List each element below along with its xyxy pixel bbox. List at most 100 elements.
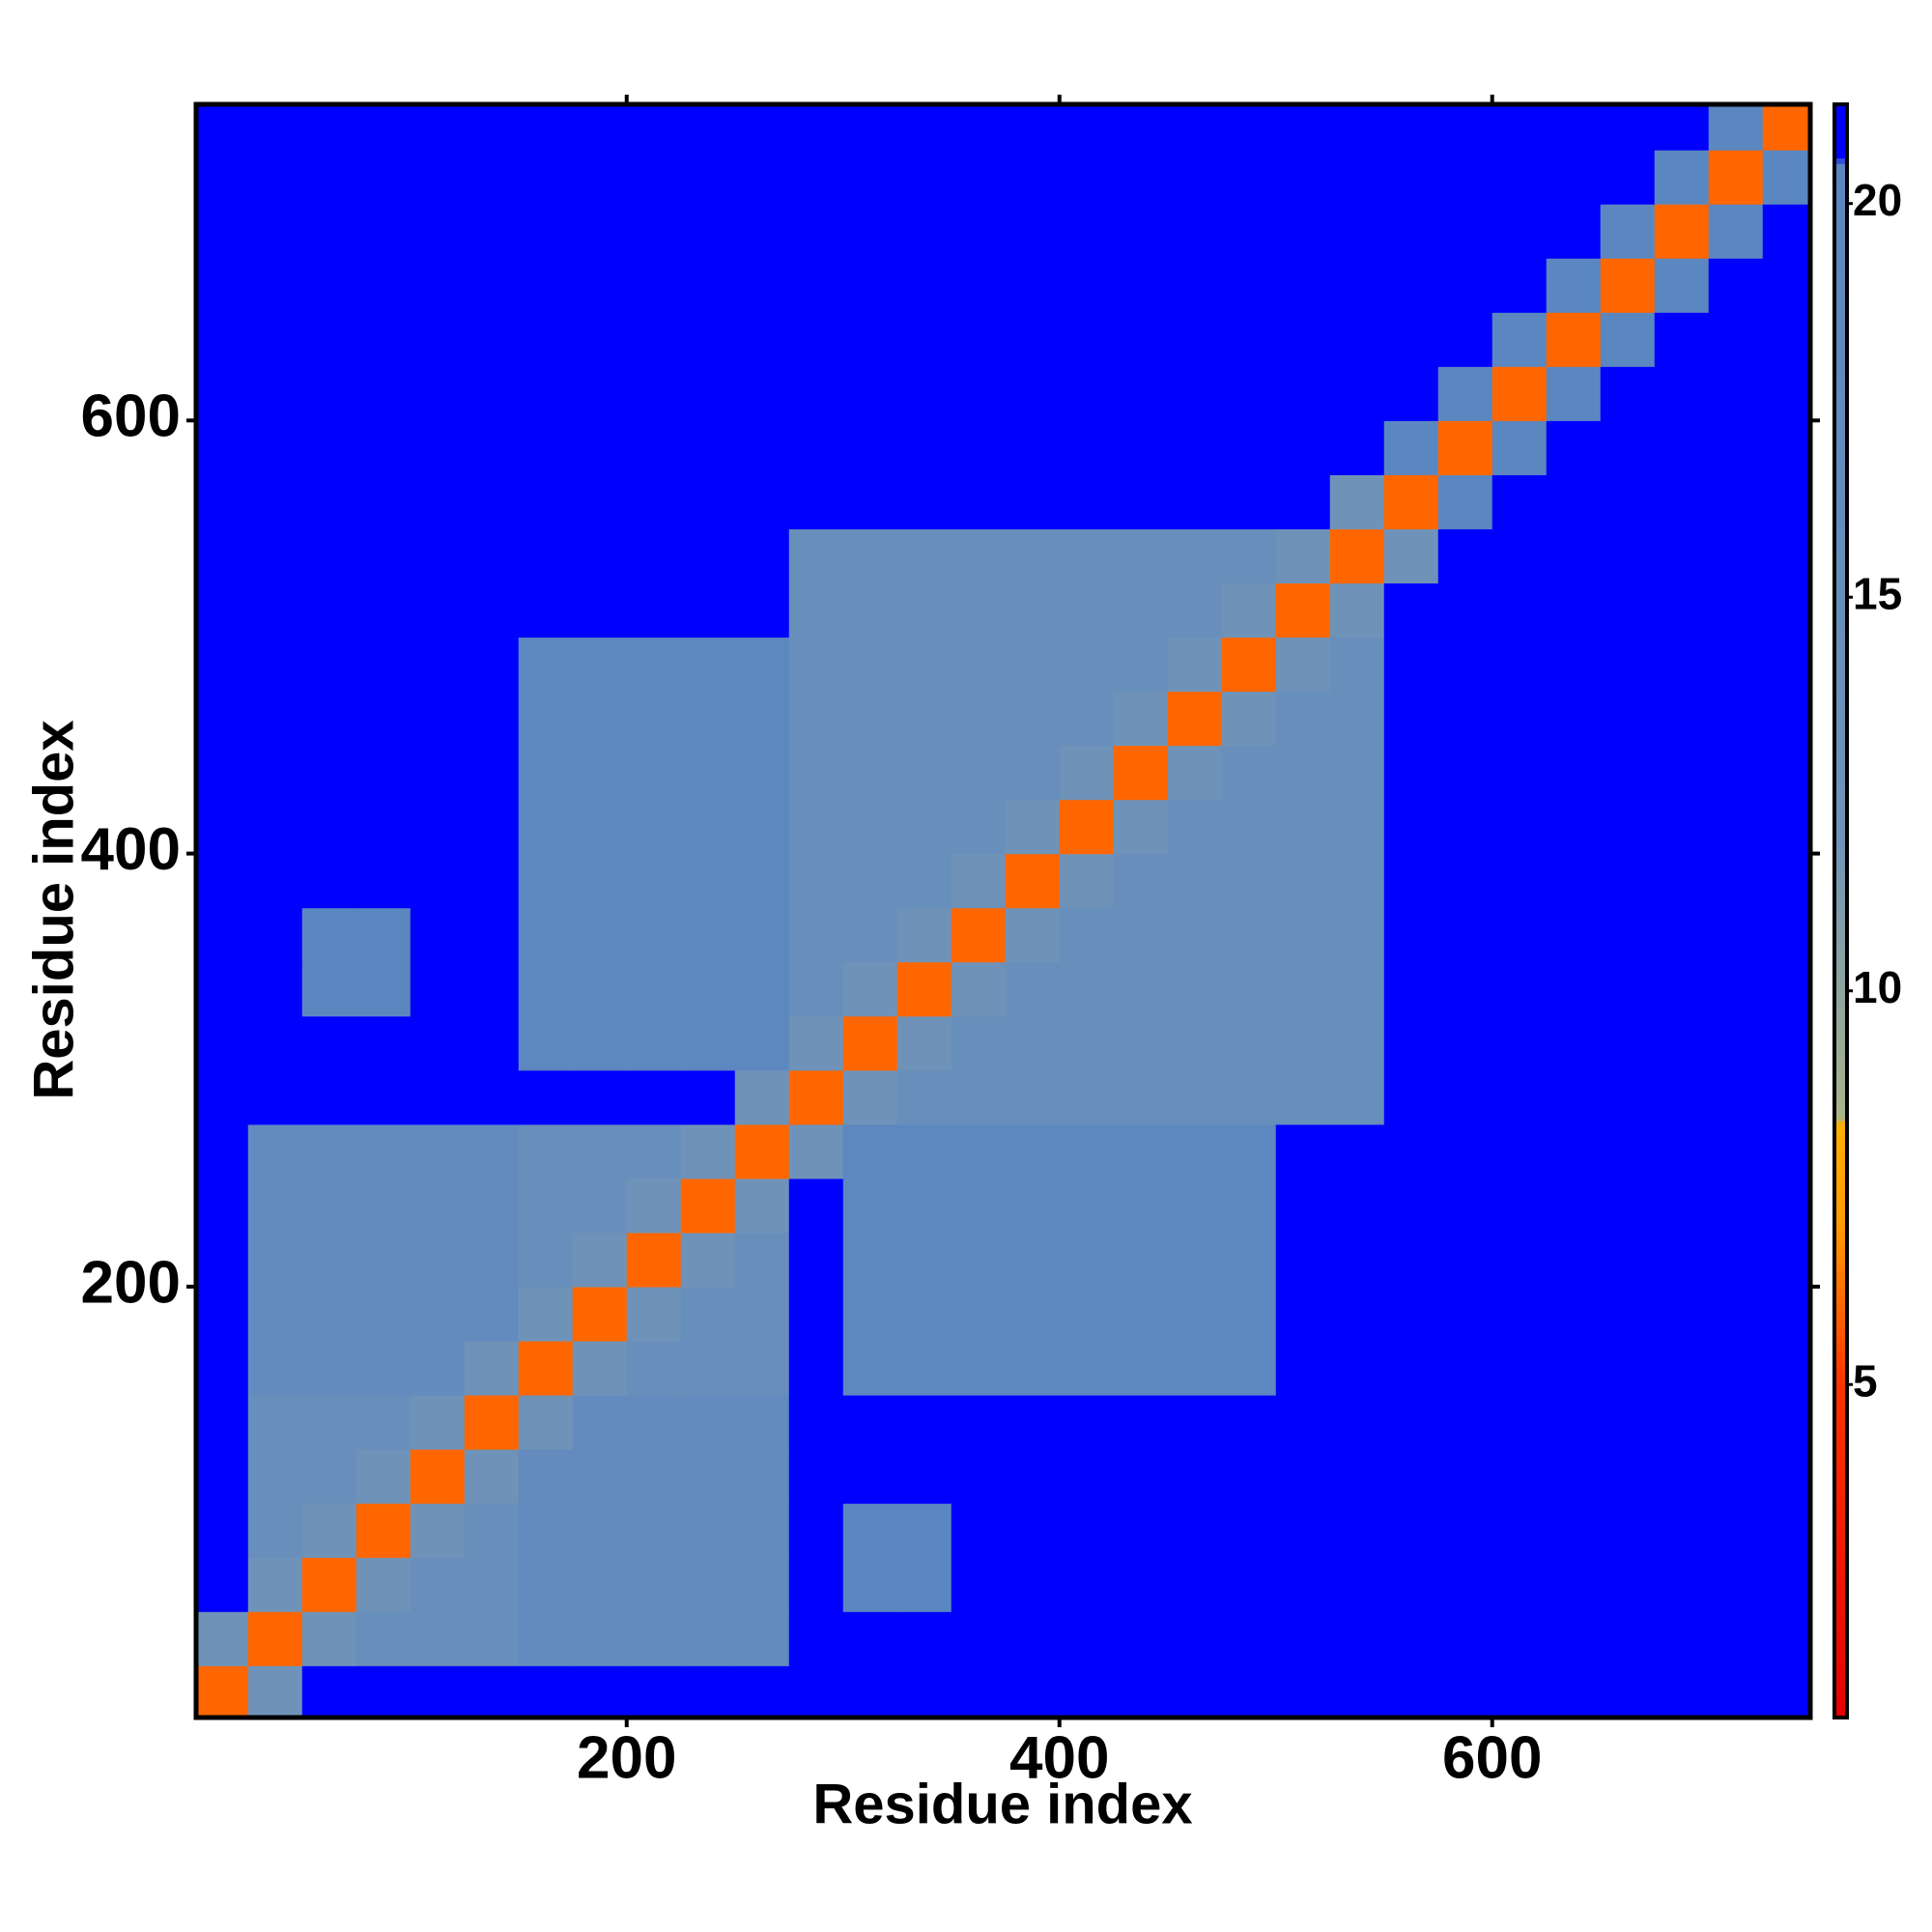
colorbar-slice	[1834, 599, 1847, 606]
heatmap-cell	[1329, 528, 1385, 583]
heatmap-cell	[1329, 961, 1385, 1017]
heatmap-cell	[1762, 907, 1810, 963]
colorbar-slice	[1834, 750, 1847, 756]
heatmap-cell	[1059, 799, 1115, 855]
heatmap-cell	[788, 582, 844, 639]
colorbar-slice	[1834, 281, 1847, 288]
colorbar-slice	[1834, 1029, 1847, 1036]
colorbar-slice	[1834, 421, 1847, 428]
heatmap-cell	[734, 150, 790, 205]
colorbar-slice	[1834, 754, 1847, 761]
heatmap-cell	[1492, 528, 1548, 583]
heatmap-cell	[734, 1665, 790, 1718]
heatmap-cell	[247, 961, 303, 1017]
heatmap-cell	[518, 1015, 574, 1071]
heatmap-cell	[1383, 528, 1439, 583]
heatmap-cell	[951, 1015, 1007, 1071]
heatmap-cell	[1329, 1069, 1385, 1125]
colorbar-slice	[1834, 824, 1847, 831]
heatmap-cell	[518, 1395, 574, 1450]
colorbar-slice	[1834, 1320, 1847, 1326]
heatmap-cell	[196, 1665, 249, 1718]
heatmap-cell	[680, 204, 736, 259]
heatmap-cell	[788, 1340, 844, 1396]
colorbar-slice	[1834, 1561, 1847, 1568]
heatmap-cell	[1437, 1557, 1493, 1612]
heatmap-cell	[301, 366, 357, 421]
heatmap-cell	[788, 1178, 844, 1234]
colorbar-slice	[1834, 308, 1847, 315]
heatmap-cell	[1492, 582, 1548, 639]
heatmap-cell	[788, 1069, 844, 1125]
heatmap-cell	[1654, 1557, 1710, 1612]
heatmap-cell	[626, 258, 682, 313]
colorbar-slice	[1834, 663, 1847, 669]
heatmap-cell	[301, 104, 357, 151]
colorbar-slice	[1834, 1410, 1847, 1417]
colorbar-slice	[1834, 239, 1847, 245]
colorbar-slice	[1834, 991, 1847, 998]
heatmap-cell	[788, 312, 844, 367]
heatmap-cell	[1437, 1178, 1493, 1234]
heatmap-cell	[1113, 1611, 1169, 1666]
colorbar-slice	[1834, 765, 1847, 772]
heatmap-cell	[951, 150, 1007, 205]
heatmap-cell	[410, 1449, 466, 1504]
heatmap-cell	[734, 907, 790, 963]
heatmap-cell	[896, 1611, 952, 1666]
colorbar-slice	[1834, 319, 1847, 326]
heatmap-cell	[626, 1069, 682, 1125]
heatmap-cell	[1329, 582, 1385, 639]
colorbar-slice	[1834, 937, 1847, 944]
heatmap-cell	[1762, 104, 1810, 151]
heatmap-cell	[464, 366, 520, 421]
heatmap-cell	[734, 420, 790, 475]
heatmap-cell	[1437, 312, 1493, 367]
colorbar-slice	[1834, 899, 1847, 906]
heatmap-cell	[1600, 312, 1656, 367]
heatmap-cell	[842, 799, 898, 855]
colorbar-slice	[1834, 1293, 1847, 1299]
heatmap-cell	[1708, 1232, 1764, 1288]
heatmap-cell	[1762, 312, 1810, 367]
heatmap-cell	[1329, 1232, 1385, 1288]
heatmap-cell	[1059, 1665, 1115, 1718]
colorbar-slice	[1834, 1389, 1847, 1396]
colorbar-slice	[1834, 298, 1847, 304]
colorbar-slice	[1834, 566, 1847, 573]
heatmap-cell	[1546, 150, 1602, 205]
heatmap-cell	[1383, 104, 1439, 151]
heatmap-cell	[1005, 528, 1061, 583]
heatmap-cell	[1005, 312, 1061, 367]
colorbar-slice	[1834, 1556, 1847, 1563]
heatmap-cell	[734, 366, 790, 421]
colorbar-slice	[1834, 717, 1847, 724]
heatmap-cell	[355, 637, 412, 693]
heatmap-cell	[1329, 637, 1385, 693]
colorbar-slice	[1834, 1550, 1847, 1557]
colorbar-slice	[1834, 1190, 1847, 1197]
heatmap-cell	[572, 1611, 628, 1666]
heatmap-cell	[1329, 1123, 1385, 1179]
heatmap-cell	[410, 1395, 466, 1450]
heatmap-cell	[1654, 258, 1710, 313]
heatmap-cell	[464, 474, 520, 529]
heatmap-cell	[1059, 366, 1115, 421]
heatmap-cell	[680, 1340, 736, 1396]
heatmap-cell	[1654, 961, 1710, 1017]
colorbar-slice	[1834, 658, 1847, 665]
heatmap-cell	[951, 1449, 1007, 1504]
heatmap-cell	[626, 907, 682, 963]
heatmap-cell	[355, 907, 412, 963]
heatmap-cell	[518, 420, 574, 475]
colorbar-slice	[1834, 1653, 1847, 1660]
colorbar-slice	[1834, 1012, 1847, 1019]
colorbar-slice	[1834, 1443, 1847, 1450]
heatmap-cell	[1167, 1232, 1223, 1288]
heatmap-cell	[1654, 1123, 1710, 1179]
colorbar-slice	[1834, 1695, 1847, 1702]
heatmap-cell	[301, 1069, 357, 1125]
heatmap-cell	[626, 474, 682, 529]
heatmap-cell	[1329, 312, 1385, 367]
heatmap-cell	[518, 961, 574, 1017]
